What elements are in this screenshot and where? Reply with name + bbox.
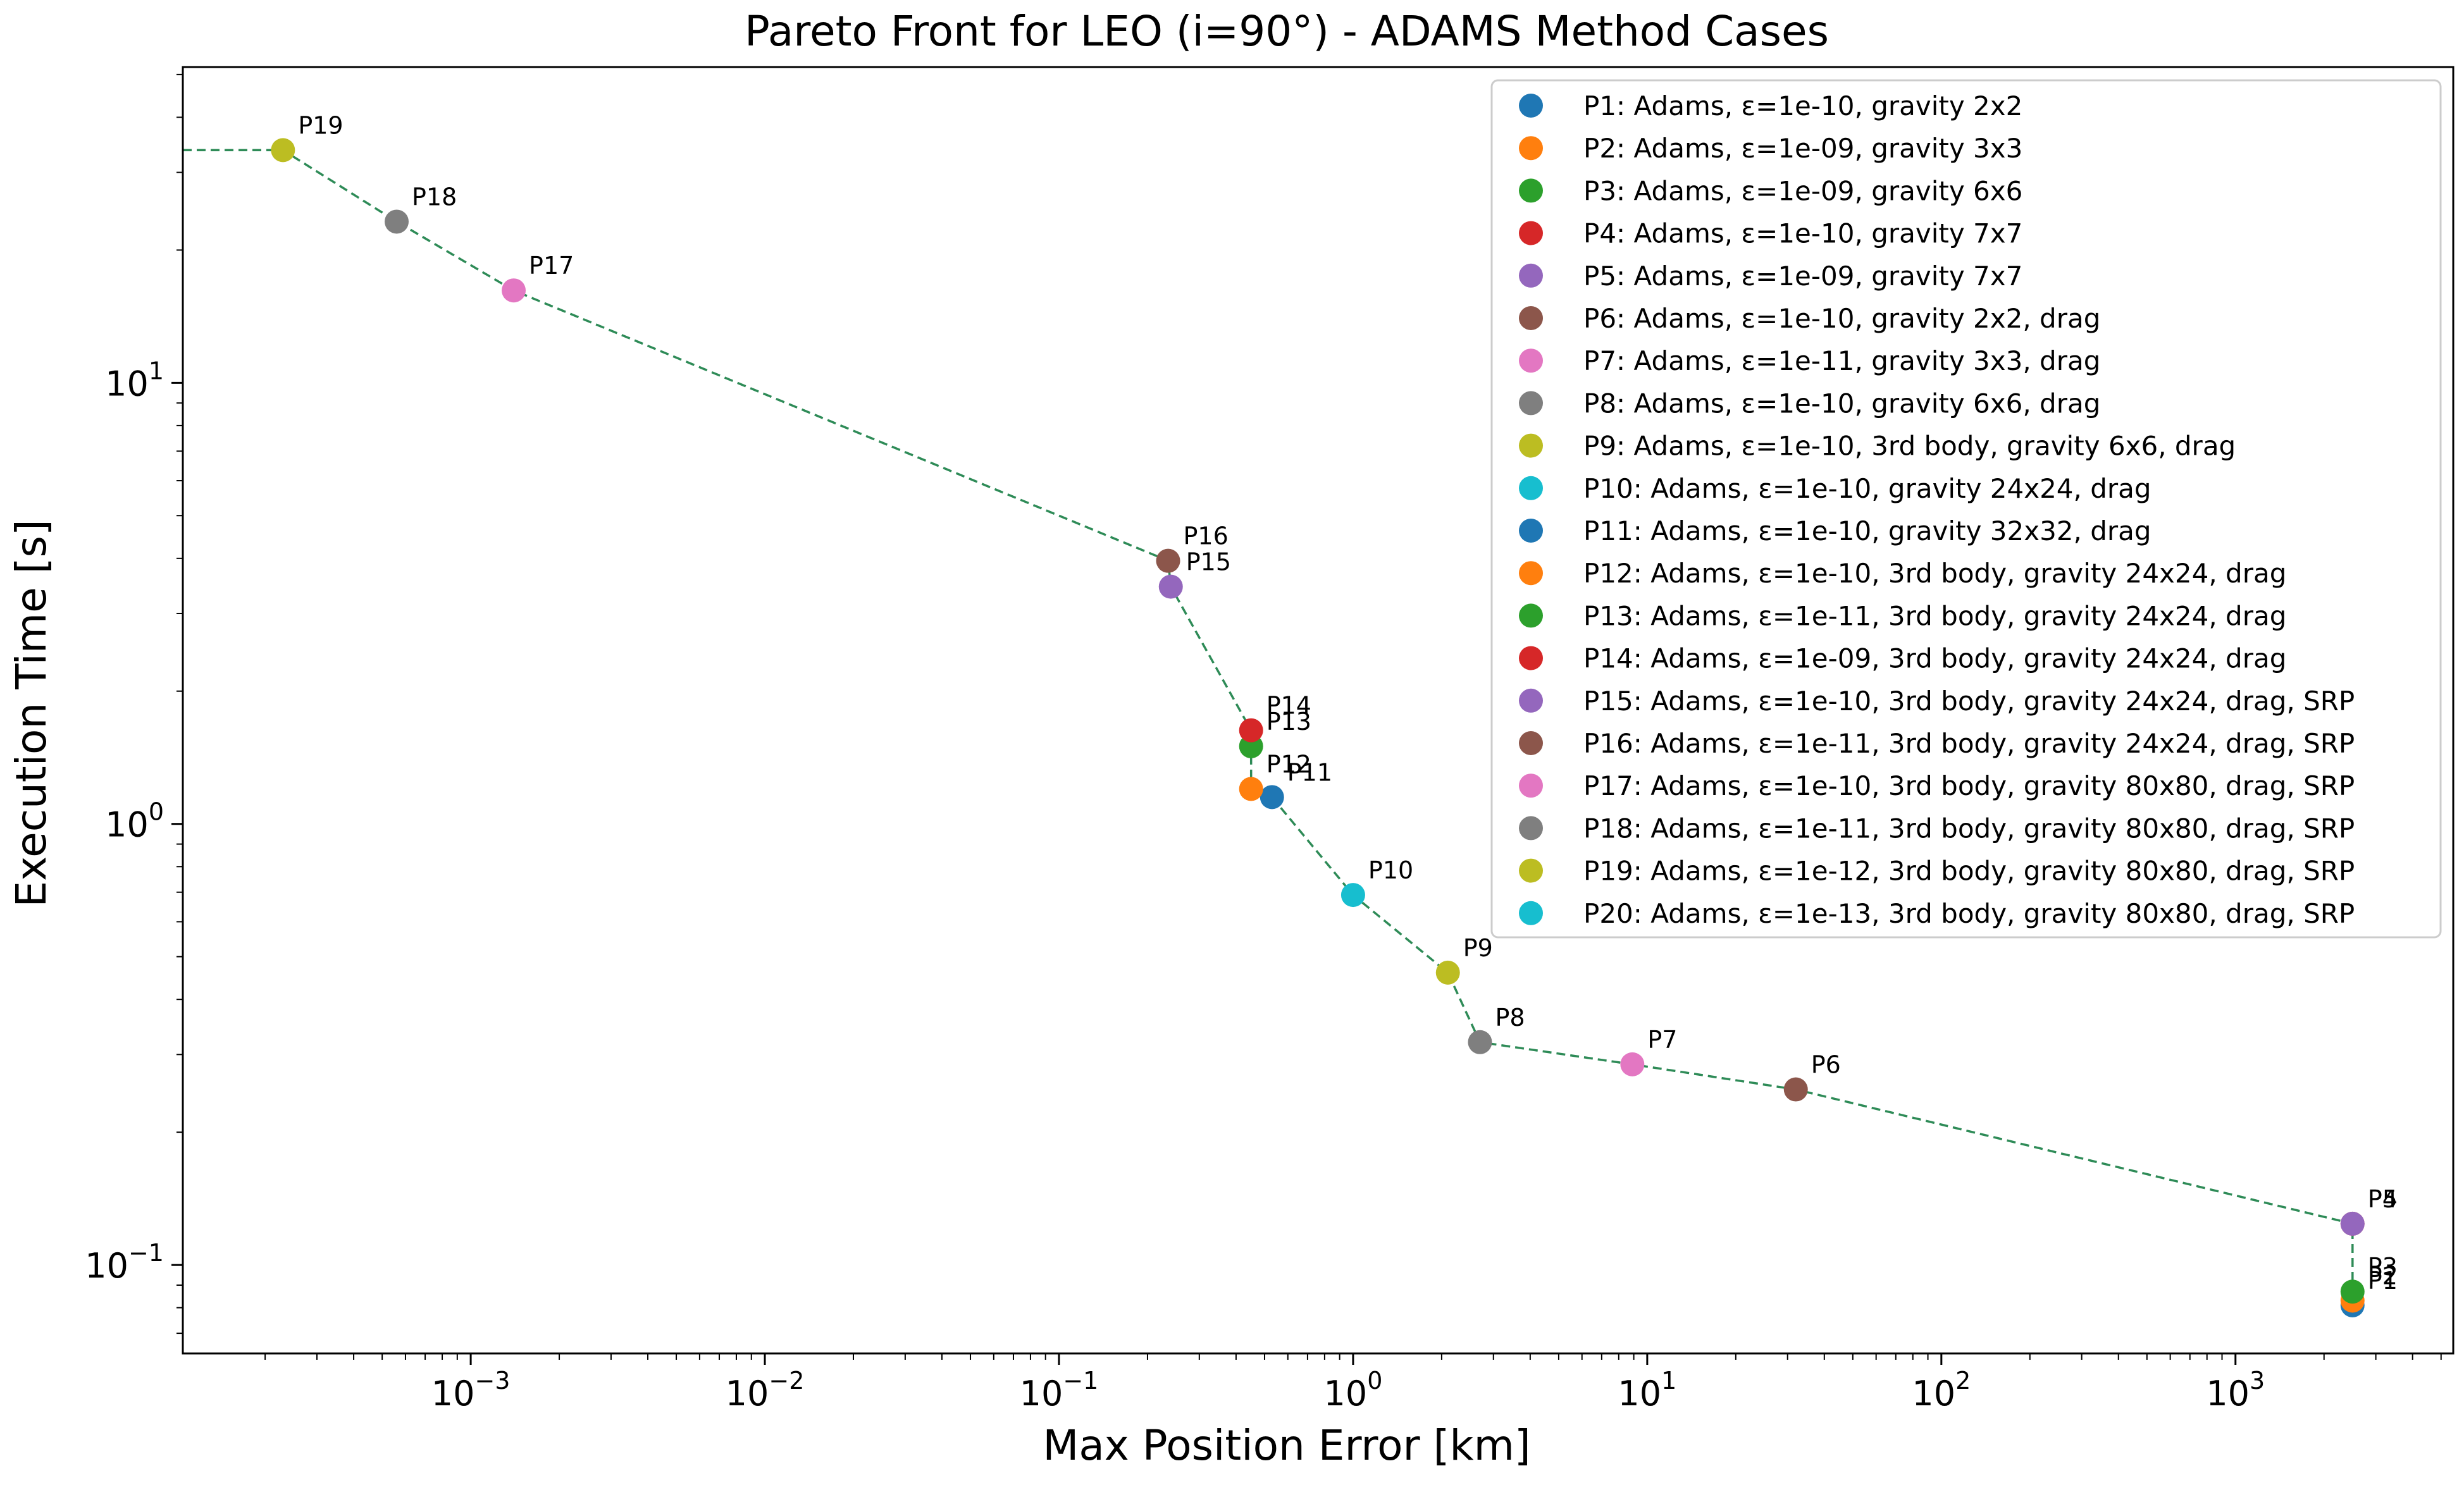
data-point-p8 (1468, 1030, 1492, 1054)
legend-entry-p12: P12: Adams, ε=1e-10, 3rd body, gravity 2… (1583, 558, 2286, 589)
data-point-p5 (2340, 1211, 2365, 1236)
legend-entry-p17: P17: Adams, ε=1e-10, 3rd body, gravity 8… (1583, 770, 2355, 801)
legend-marker-p9 (1519, 433, 1543, 458)
legend-box (1490, 79, 2442, 939)
point-label-p19: P19 (298, 111, 343, 139)
point-label-p3: P3 (2368, 1253, 2398, 1281)
legend-marker-p10 (1519, 476, 1543, 500)
legend-entry-p1: P1: Adams, ε=1e-10, gravity 2x2 (1583, 90, 2022, 121)
legend-entry-p9: P9: Adams, ε=1e-10, 3rd body, gravity 6x… (1583, 431, 2236, 462)
point-label-p18: P18 (412, 183, 457, 211)
point-label-p12: P12 (1266, 750, 1311, 778)
legend-marker-p16 (1519, 731, 1543, 755)
point-label-p8: P8 (1495, 1004, 1525, 1032)
point-label-p9: P9 (1463, 934, 1493, 962)
legend-marker-p2 (1519, 136, 1543, 161)
legend-marker-p11 (1519, 519, 1543, 543)
legend-marker-p8 (1519, 391, 1543, 416)
data-point-p10 (1340, 883, 1365, 908)
point-label-p11: P11 (1287, 758, 1332, 786)
legend-entry-p14: P14: Adams, ε=1e-09, 3rd body, gravity 2… (1583, 643, 2286, 674)
legend-marker-p12 (1519, 561, 1543, 586)
legend-marker-p18 (1519, 816, 1543, 841)
x-axis-label: Max Position Error [km] (1043, 1421, 1530, 1470)
point-label-p2: P2 (2368, 1262, 2398, 1290)
data-point-p18 (385, 209, 409, 234)
legend-entry-p18: P18: Adams, ε=1e-11, 3rd body, gravity 8… (1583, 813, 2355, 844)
legend-entry-p20: P20: Adams, ε=1e-13, 3rd body, gravity 8… (1583, 898, 2355, 929)
x-tick-label: 102 (1912, 1367, 1971, 1414)
legend-entry-p11: P11: Adams, ε=1e-10, gravity 32x32, drag (1583, 515, 2151, 546)
legend-marker-p4 (1519, 221, 1543, 245)
legend-marker-p5 (1519, 263, 1543, 288)
point-label-p7: P7 (1647, 1026, 1677, 1054)
point-label-p4: P4 (2368, 1185, 2398, 1213)
point-label-p1: P1 (2368, 1267, 2398, 1295)
legend-entry-p4: P4: Adams, ε=1e-10, gravity 7x7 (1583, 218, 2022, 249)
legend-entry-p6: P6: Adams, ε=1e-10, gravity 2x2, drag (1583, 303, 2100, 334)
legend-marker-p1 (1519, 94, 1543, 118)
legend-marker-p20 (1519, 901, 1543, 925)
data-point-p9 (1435, 960, 1460, 985)
legend-marker-p14 (1519, 646, 1543, 670)
legend-entry-p5: P5: Adams, ε=1e-09, gravity 7x7 (1583, 261, 2022, 292)
point-label-p15: P15 (1186, 548, 1231, 576)
legend-marker-p6 (1519, 306, 1543, 330)
y-tick-label: 10−1 (85, 1239, 164, 1286)
legend-marker-p3 (1519, 178, 1543, 203)
data-point-p7 (1620, 1052, 1645, 1076)
data-point-p12 (1239, 777, 1263, 801)
legend-entry-p19: P19: Adams, ε=1e-12, 3rd body, gravity 8… (1583, 856, 2355, 887)
x-tick-label: 10−1 (1020, 1367, 1099, 1414)
data-point-p16 (1156, 548, 1180, 573)
data-point-p14 (1239, 718, 1263, 742)
x-tick-label: 101 (1618, 1367, 1676, 1414)
point-label-p13: P13 (1266, 708, 1311, 736)
legend-marker-p15 (1519, 688, 1543, 713)
legend-entry-p15: P15: Adams, ε=1e-10, 3rd body, gravity 2… (1583, 686, 2355, 717)
legend-entry-p7: P7: Adams, ε=1e-11, gravity 3x3, drag (1583, 345, 2100, 376)
legend-entry-p13: P13: Adams, ε=1e-11, 3rd body, gravity 2… (1583, 600, 2286, 631)
data-point-p17 (502, 278, 526, 303)
legend-entry-p16: P16: Adams, ε=1e-11, 3rd body, gravity 2… (1583, 728, 2355, 759)
point-label-p10: P10 (1368, 856, 1413, 884)
x-tick-label: 10−3 (431, 1367, 511, 1414)
x-tick-label: 100 (1323, 1367, 1382, 1414)
data-point-p6 (1783, 1077, 1808, 1102)
y-tick-label: 100 (105, 798, 164, 845)
legend-marker-p19 (1519, 858, 1543, 883)
legend-marker-p7 (1519, 348, 1543, 373)
legend-entry-p10: P10: Adams, ε=1e-10, gravity 24x24, drag (1583, 473, 2151, 504)
data-point-p15 (1158, 574, 1183, 599)
point-label-p5: P5 (2368, 1185, 2398, 1213)
x-tick-label: 103 (2206, 1367, 2265, 1414)
y-axis-label: Execution Time [s] (7, 519, 56, 907)
data-point-p3 (2340, 1279, 2365, 1304)
y-tick-label: 101 (105, 357, 164, 404)
data-point-p11 (1260, 785, 1284, 810)
legend-marker-p17 (1519, 773, 1543, 798)
legend-entry-p8: P8: Adams, ε=1e-10, gravity 6x6, drag (1583, 388, 2100, 419)
data-point-p19 (271, 138, 295, 163)
legend-entry-p3: P3: Adams, ε=1e-09, gravity 6x6 (1583, 175, 2022, 206)
legend-marker-p13 (1519, 603, 1543, 628)
point-label-p16: P16 (1184, 522, 1229, 550)
plot-frame (182, 66, 2455, 1355)
x-tick-label: 10−2 (726, 1367, 805, 1414)
point-label-p17: P17 (529, 252, 574, 280)
point-label-p6: P6 (1811, 1051, 1841, 1079)
legend-entry-p2: P2: Adams, ε=1e-09, gravity 3x3 (1583, 133, 2022, 164)
point-label-p14: P14 (1266, 692, 1311, 720)
chart-title: Pareto Front for LEO (i=90°) - ADAMS Met… (745, 7, 1829, 56)
